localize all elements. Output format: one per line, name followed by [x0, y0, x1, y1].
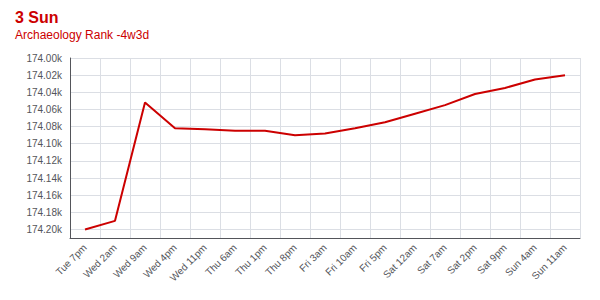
svg-text:174.00k: 174.00k	[26, 53, 63, 64]
svg-text:3 Sun: 3 Sun	[15, 9, 59, 26]
svg-text:Thu 8pm: Thu 8pm	[263, 242, 299, 278]
svg-text:174.20k: 174.20k	[26, 224, 63, 235]
svg-text:Sat 2pm: Sat 2pm	[445, 242, 479, 276]
svg-text:Wed 9am: Wed 9am	[111, 242, 149, 280]
svg-text:Archaeology Rank -4w3d: Archaeology Rank -4w3d	[15, 28, 149, 42]
svg-text:Wed 11pm: Wed 11pm	[168, 242, 209, 283]
svg-text:174.08k: 174.08k	[26, 121, 63, 132]
svg-text:Sat 9pm: Sat 9pm	[474, 242, 509, 277]
svg-text:174.10k: 174.10k	[26, 138, 63, 149]
svg-text:Fri 10am: Fri 10am	[323, 242, 359, 278]
svg-text:Wed 2am: Wed 2am	[81, 242, 119, 280]
svg-text:Tue 7pm: Tue 7pm	[53, 242, 89, 278]
svg-text:Thu 1pm: Thu 1pm	[233, 242, 269, 278]
svg-text:Sat 12am: Sat 12am	[381, 242, 419, 280]
svg-text:Sat 7am: Sat 7am	[415, 242, 449, 276]
svg-text:174.16k: 174.16k	[26, 190, 63, 201]
svg-text:174.14k: 174.14k	[26, 173, 63, 184]
svg-text:174.18k: 174.18k	[26, 207, 63, 218]
svg-text:174.04k: 174.04k	[26, 87, 63, 98]
svg-text:Wed 4pm: Wed 4pm	[141, 242, 179, 280]
svg-text:Fri 3am: Fri 3am	[297, 242, 329, 274]
svg-text:Fri 5pm: Fri 5pm	[357, 242, 389, 274]
svg-text:Sun 11am: Sun 11am	[529, 242, 568, 281]
svg-text:Sun 4am: Sun 4am	[502, 242, 539, 279]
svg-text:Thu 6am: Thu 6am	[203, 242, 239, 278]
svg-text:174.06k: 174.06k	[26, 104, 63, 115]
svg-text:174.12k: 174.12k	[26, 155, 63, 166]
svg-text:174.02k: 174.02k	[26, 70, 63, 81]
